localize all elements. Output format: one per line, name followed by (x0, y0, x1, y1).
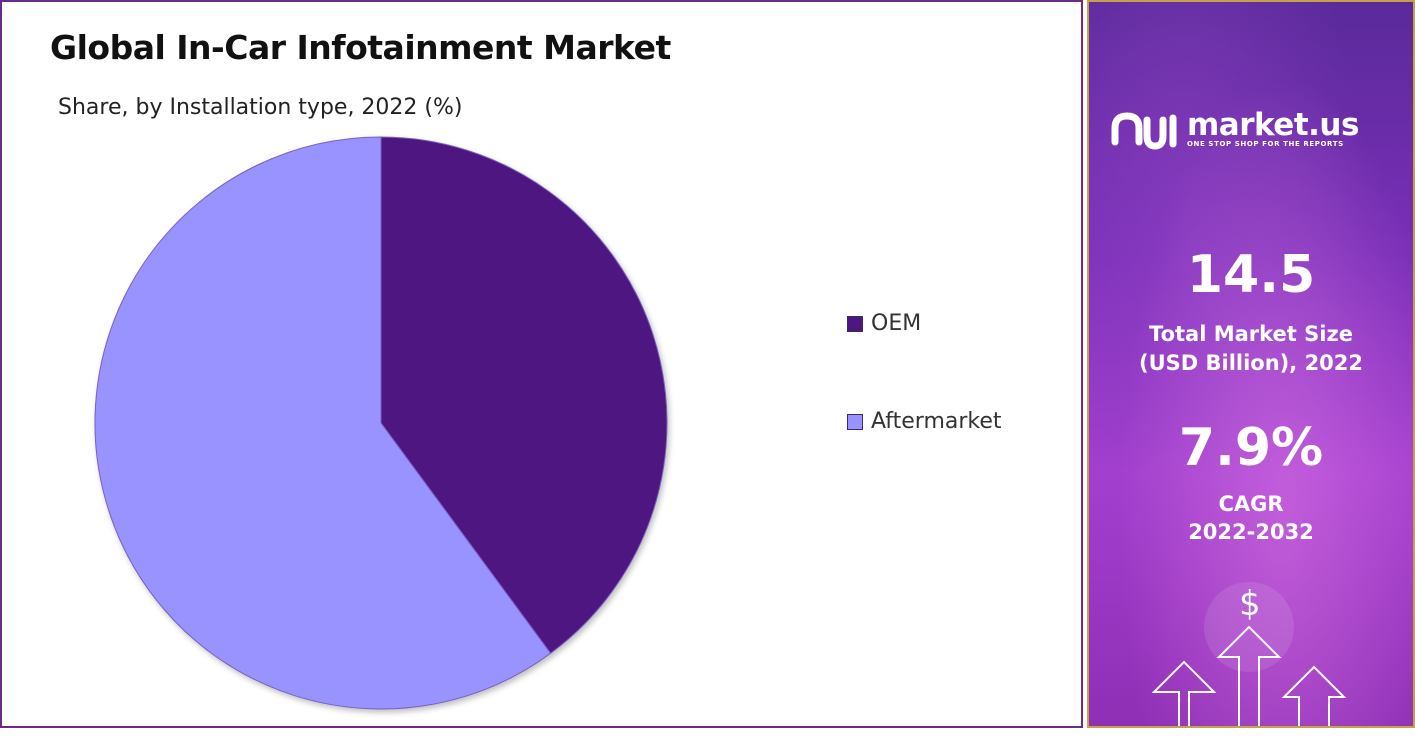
chart-title: Global In-Car Infotainment Market (50, 28, 671, 67)
market-size-label-line2: (USD Billion), 2022 (1138, 351, 1364, 375)
legend-item-aftermarket: Aftermarket (847, 409, 1002, 434)
pie-slice-oem (380, 136, 668, 655)
growth-arrows-icon (1151, 582, 1347, 726)
logo-tagline: ONE STOP SHOP FOR THE REPORTS (1187, 140, 1344, 148)
brand-logo: market.us ONE STOP SHOP FOR THE REPORTS (1109, 106, 1359, 154)
market-us-logo-icon (1111, 112, 1177, 150)
legend-swatch-oem (847, 315, 863, 332)
chart-card: Global In-Car Infotainment Market Share,… (0, 0, 1083, 728)
cagr-label-line2: 2022-2032 (1188, 520, 1314, 544)
cagr-value: 7.9% (1178, 418, 1324, 478)
cagr-label-line1: CAGR (1218, 492, 1284, 516)
market-size-label-line1: Total Market Size (1149, 322, 1353, 346)
stats-panel: market.us ONE STOP SHOP FOR THE REPORTS … (1087, 0, 1415, 728)
pie-chart (94, 136, 668, 710)
legend-swatch-aftermarket (847, 413, 863, 430)
dollar-icon: $ (1239, 584, 1261, 624)
legend-item-oem: OEM (847, 311, 921, 336)
chart-subtitle: Share, by Installation type, 2022 (%) (58, 95, 463, 120)
legend-label-aftermarket: Aftermarket (871, 409, 1002, 434)
pie-slice-aftermarket (94, 136, 552, 710)
legend-label-oem: OEM (871, 311, 922, 336)
market-size-value: 14.5 (1186, 245, 1316, 305)
logo-name: market.us (1187, 107, 1359, 143)
